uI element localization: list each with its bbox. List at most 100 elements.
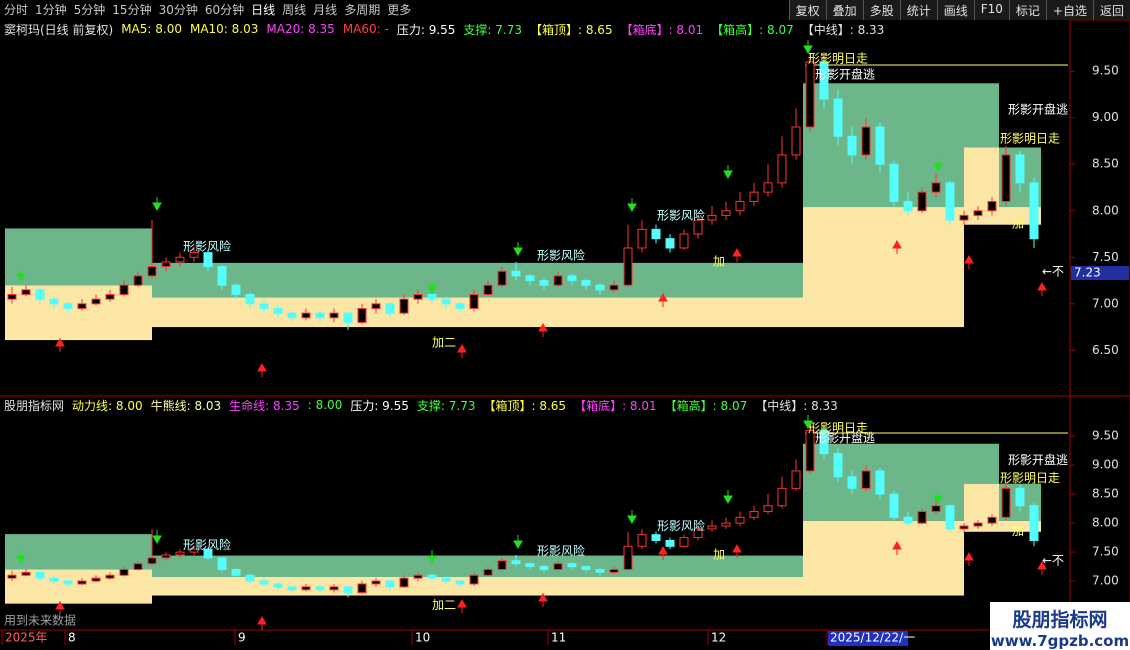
candle-body [1015,154,1025,184]
candle-body [217,557,227,570]
candle-body [987,516,997,524]
annotation: 加 [713,548,725,562]
legend-item: 窦柯玛(日线 前复权) [4,22,114,37]
down-arrow [152,197,162,212]
up-arrow [257,362,267,377]
up-arrow [257,615,267,630]
period-button[interactable]: 15分钟 [112,2,152,17]
candle-body [189,252,199,258]
legend-item: MA60: - [342,22,389,36]
candle-body [413,574,423,579]
action-button[interactable]: 标记 [1008,0,1046,20]
period-button[interactable]: 60分钟 [204,2,245,17]
candle-body [147,266,157,277]
legend-item: MA5: 8.00 [121,22,182,36]
candle-body [805,61,815,128]
candle-body [875,470,885,495]
action-button[interactable]: 返回 [1092,0,1130,20]
candle-body [329,312,339,319]
candle-body [189,548,199,553]
candle-body [63,580,73,585]
up-arrow [892,540,902,555]
candle-body [21,289,31,296]
down-arrow [723,490,733,505]
candle-body [959,214,969,221]
legend-item: 牛熊线: 8.03 [150,398,222,413]
candle-body [1001,487,1011,518]
candle-body [595,284,605,291]
period-button[interactable]: 月线 [313,2,338,17]
action-button[interactable]: F10 [973,0,1009,20]
candle-body [161,554,171,559]
main-legend: 窦柯玛(日线 前复权) MA5: 8.00 MA10: 8.03 MA20: 8.35… [4,20,892,38]
candle-body [707,525,717,530]
candle-body [133,275,143,286]
candle-body [77,580,87,585]
candle-body [385,580,395,588]
box-upper [152,555,803,578]
up-arrow [658,545,668,560]
candle-body [539,566,549,570]
legend-item: MA10: 8.03 [189,22,259,36]
candle-body [665,539,675,547]
candle-body [231,568,241,576]
period-button[interactable]: 周线 [282,2,307,17]
candle-body [553,563,563,570]
candle-body [371,580,381,585]
annotation: 形影风险 [183,537,231,552]
annotation: 加二 [432,336,456,350]
candle-body [119,284,129,296]
candle-body [511,560,521,565]
future-data-note: 用到未来数据 [4,613,76,628]
candle-body [273,583,283,588]
candle-body [483,284,493,296]
annotation: 形影开盘逃 [1008,102,1068,117]
candle-body [329,586,339,591]
candle-body [483,568,493,576]
period-button[interactable]: 1分钟 [35,2,67,17]
action-button[interactable]: 画线 [936,0,974,20]
candle-body [833,453,843,478]
price-tag: 7.23 [1074,266,1101,280]
candle-body [791,470,801,489]
candle-body [7,294,17,300]
candle-body [1001,154,1011,202]
candle-body [497,560,507,570]
period-button[interactable]: 日线 [251,2,276,17]
candle-body [735,200,745,212]
candle-body [861,470,871,489]
action-button[interactable]: 叠加 [825,0,863,20]
candle-body [987,200,997,212]
box-upper [5,228,152,286]
action-button[interactable]: 多股 [862,0,900,20]
y-tick-label: 7.00 [1092,574,1119,588]
legend-item: 压力: 9.55 [350,398,409,413]
period-button[interactable]: 5分钟 [73,2,106,17]
action-button[interactable]: 统计 [899,0,937,20]
candle-body [77,303,87,309]
up-arrow [538,592,548,607]
y-tick-label: 9.50 [1092,429,1119,443]
action-button[interactable]: +自选 [1045,0,1093,20]
annotation: 形影明日走 [808,52,868,66]
annotation: 形影明日走 [1000,471,1060,485]
candle-body [413,294,423,300]
candle-body [777,487,787,507]
candle-body [301,312,311,319]
y-tick-label: 9.50 [1092,64,1119,78]
period-button[interactable]: 30分钟 [158,2,198,17]
candle-body [343,312,353,323]
candle-body [525,563,535,568]
candle-body [455,580,465,585]
action-button[interactable]: 复权 [788,0,826,20]
candle-body [175,256,185,263]
period-button[interactable]: 更多 [387,2,412,17]
period-button[interactable]: 多周期 [344,2,381,17]
period-button[interactable]: 分时 [4,2,29,17]
candle-body [945,505,955,530]
up-arrow [55,600,65,615]
legend-item: 【箱底】: 8.01 [620,22,704,37]
candle-body [791,126,801,156]
up-arrow [1037,560,1047,575]
